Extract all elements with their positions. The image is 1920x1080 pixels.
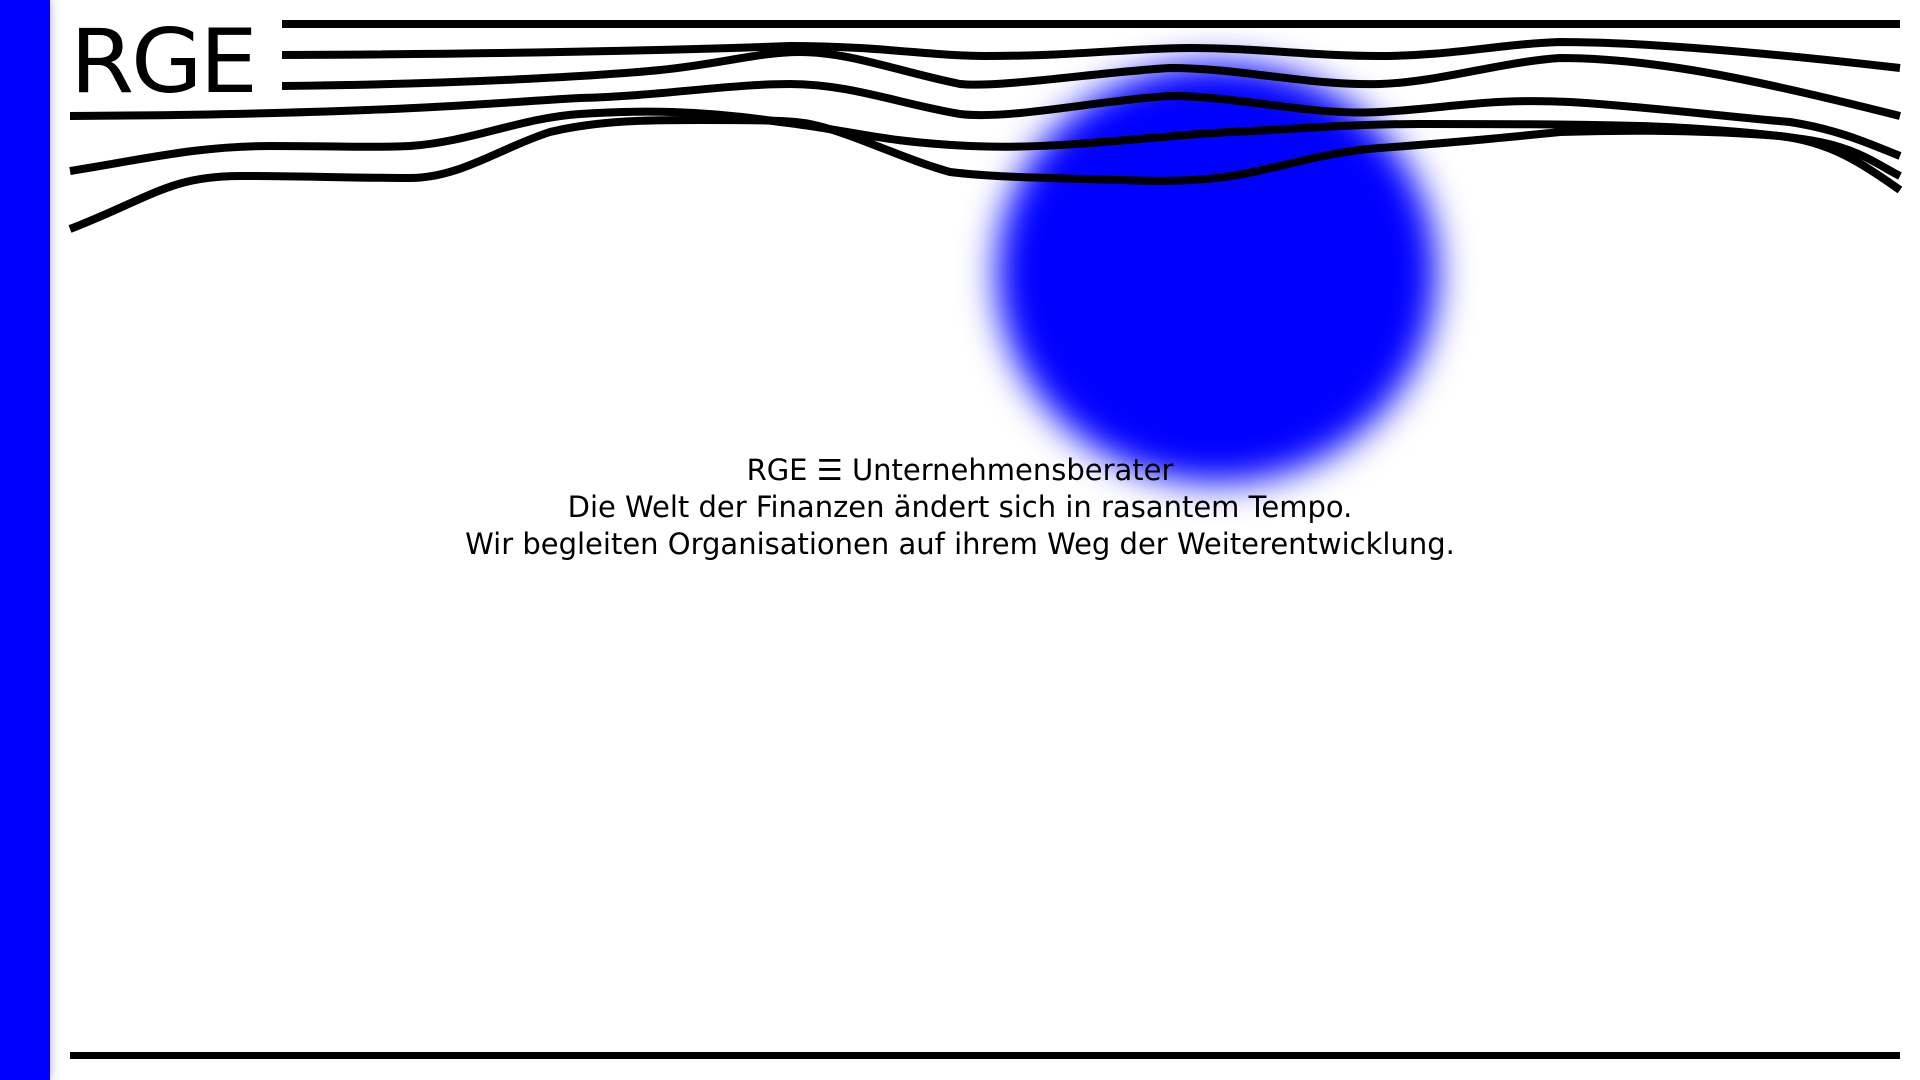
wave-line-6: [68, 116, 1903, 233]
tagline-line-2: Die Welt der Finanzen ändert sich in ras…: [567, 490, 1353, 524]
accent-side-bar: [0, 0, 50, 1080]
wave-line-3: [281, 47, 1901, 120]
tagline-line-3: Wir begleiten Organisationen auf ihrem W…: [465, 527, 1455, 561]
wave-line-5: [69, 107, 1902, 180]
wave-line-4: [69, 79, 1902, 160]
tagline-line-1: RGE ☰ Unternehmensberater: [746, 453, 1174, 487]
logo[interactable]: RGE: [70, 10, 258, 113]
tagline-block: RGE ☰ Unternehmensberater Die Welt der F…: [0, 452, 1920, 563]
wave-line-2: [281, 37, 1901, 72]
bottom-divider: [70, 1052, 1900, 1059]
